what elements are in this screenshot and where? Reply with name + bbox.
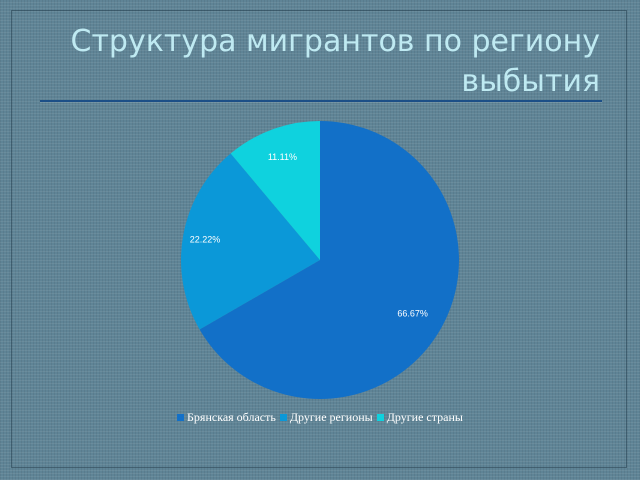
title-divider <box>40 100 602 102</box>
pie-slice-label-3: 11.11% <box>268 152 297 162</box>
pie-slice-label-2: 22.22% <box>190 235 221 245</box>
legend-label: Другие страны <box>386 410 463 424</box>
chart-legend: Брянская область Другие регионы Другие стр… <box>0 410 640 425</box>
legend-label: Брянская область <box>187 410 276 424</box>
legend-swatch <box>376 414 384 421</box>
legend-item-2: Другие регионы <box>279 410 373 425</box>
legend-label: Другие регионы <box>289 410 373 424</box>
pie-slice-1 <box>199 121 460 400</box>
legend-swatch <box>177 414 185 421</box>
pie-slice-3 <box>230 121 320 260</box>
pie-labels: 66.67% 22.22% 11.11% <box>190 152 428 319</box>
legend-item-1: Брянская область <box>177 410 276 425</box>
legend-item-3: Другие страны <box>376 410 463 425</box>
slide-title: Структура мигрантов по региону выбытия <box>70 24 601 99</box>
pie-slices <box>181 121 460 400</box>
pie-slice-label-1: 66.67% <box>397 309 428 319</box>
slide-frame <box>11 10 627 468</box>
pie-slice-2 <box>181 153 320 330</box>
legend-swatch <box>279 414 287 421</box>
